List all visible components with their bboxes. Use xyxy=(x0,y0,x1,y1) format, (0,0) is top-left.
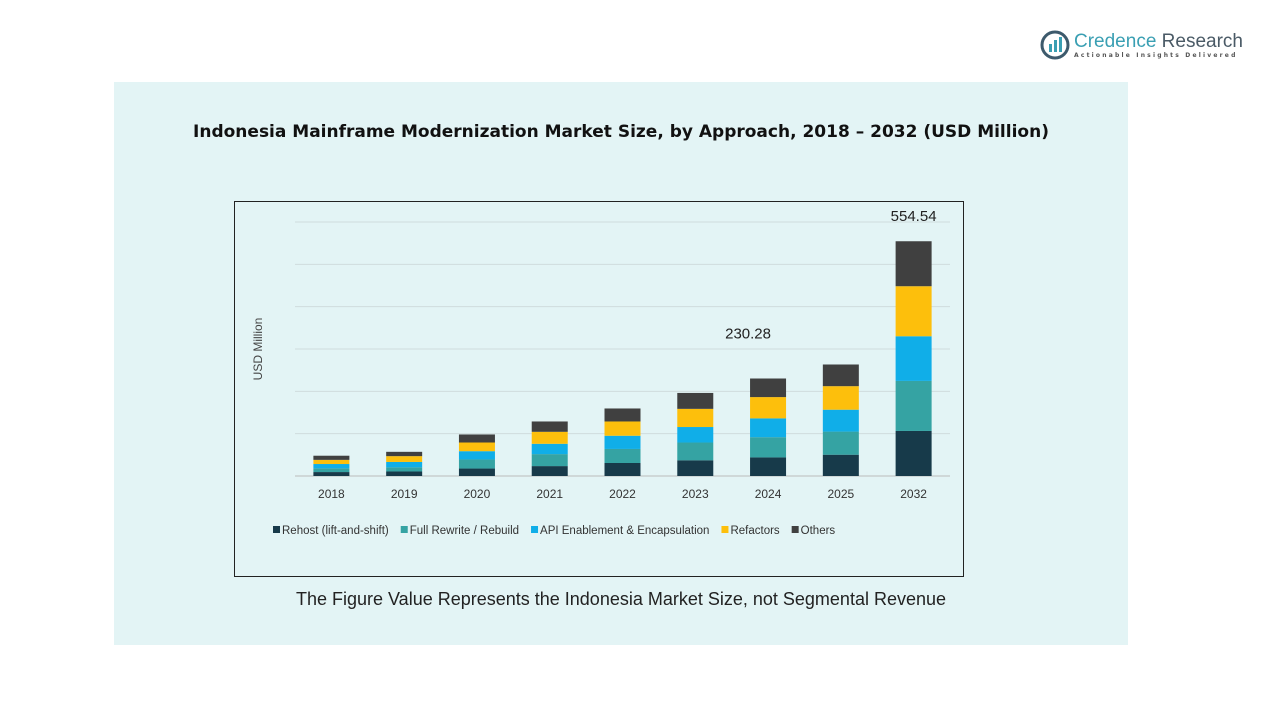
legend-swatch xyxy=(791,526,799,533)
bar-segment xyxy=(895,380,932,431)
x-tick-label: 2032 xyxy=(900,487,927,501)
bar-segment xyxy=(604,421,641,436)
bar-segment xyxy=(895,430,932,476)
bar-segment xyxy=(531,431,568,444)
bar-segment xyxy=(677,408,714,428)
footnote: The Figure Value Represents the Indonesi… xyxy=(295,589,947,609)
legend-swatch xyxy=(400,526,408,533)
bar-segment xyxy=(822,431,859,455)
chart-frame: USD Million 2018 2019 2020 2021 2022 2023 2024 2… xyxy=(234,201,964,577)
legend-swatch xyxy=(273,526,280,533)
bar-segment xyxy=(458,459,495,469)
bar-segment xyxy=(895,336,932,381)
bar-segment xyxy=(313,464,350,469)
bar-segment xyxy=(750,397,787,419)
legend-label: API Enablement & Encapsulation xyxy=(540,525,709,537)
bar-segment xyxy=(822,386,859,410)
bar-segment xyxy=(822,364,859,387)
bar-segment xyxy=(458,434,495,443)
data-label: 554.54 xyxy=(891,208,937,225)
legend-label: Rehost (lift-and-shift) xyxy=(282,525,389,537)
data-label: 230.28 xyxy=(725,326,771,343)
x-tick-label: 2025 xyxy=(827,487,854,501)
x-tick-label: 2022 xyxy=(609,487,636,501)
bar-segment xyxy=(458,468,495,476)
x-tick-label: 2024 xyxy=(755,487,782,501)
chart-title: Indonesia Mainframe Modernization Market… xyxy=(193,122,1049,142)
bar-segment xyxy=(604,463,641,476)
logo-bars-icon xyxy=(1040,30,1070,60)
bar-segment xyxy=(604,448,641,464)
credence-research-logo: Credence Research Actionable Insights De… xyxy=(1040,30,1243,60)
bar-segment xyxy=(386,461,423,468)
legend-label: Full Rewrite / Rebuild xyxy=(410,525,519,537)
stacked-bar-chart: USD Million 2018 2019 2020 2021 2022 2023 2024 2… xyxy=(251,208,950,537)
y-axis-label: USD Million xyxy=(251,318,265,381)
bar-segment xyxy=(458,442,495,452)
x-tick-label: 2019 xyxy=(391,487,418,501)
logo-name-b: Research xyxy=(1156,30,1243,52)
bar-segment xyxy=(750,437,787,458)
bar-segment xyxy=(604,408,641,422)
bar-segment xyxy=(895,241,932,287)
bar-segment xyxy=(313,455,350,460)
bar-segment xyxy=(750,378,787,398)
x-tick-label: 2020 xyxy=(464,487,491,501)
legend-label: Refactors xyxy=(730,525,779,537)
bar-segment xyxy=(313,459,350,465)
bar-segment xyxy=(386,456,423,462)
bar-segment xyxy=(458,451,495,460)
x-tick-label: 2023 xyxy=(682,487,709,501)
legend-swatch xyxy=(531,526,539,533)
bar-segment xyxy=(677,427,714,443)
bar-segment xyxy=(604,435,641,449)
bar-segment xyxy=(895,286,932,337)
bar-segment xyxy=(386,467,423,472)
bar-segment xyxy=(822,409,859,432)
bar-segment xyxy=(386,471,423,476)
bar-segment xyxy=(750,418,787,438)
bar-segment xyxy=(386,451,423,457)
x-tick-label: 2018 xyxy=(318,487,345,501)
bar-segment xyxy=(822,454,859,476)
bar-segment xyxy=(677,442,714,461)
bar-segment xyxy=(531,466,568,476)
x-tick-label: 2021 xyxy=(536,487,563,501)
bar-segment xyxy=(677,460,714,476)
logo-tagline: Actionable Insights Delivered xyxy=(1074,51,1238,59)
bar-segment xyxy=(531,421,568,432)
legend-label: Others xyxy=(801,525,836,537)
chart-panel: Indonesia Mainframe Modernization Market… xyxy=(114,82,1128,645)
legend-swatch xyxy=(721,526,729,533)
bar-segment xyxy=(750,457,787,476)
bar-segment xyxy=(531,443,568,455)
bar-segment xyxy=(531,454,568,467)
bar-segment xyxy=(313,468,350,473)
logo-name-a: Credence xyxy=(1074,30,1157,52)
bar-segment xyxy=(677,392,714,409)
bar-segment xyxy=(313,472,350,476)
